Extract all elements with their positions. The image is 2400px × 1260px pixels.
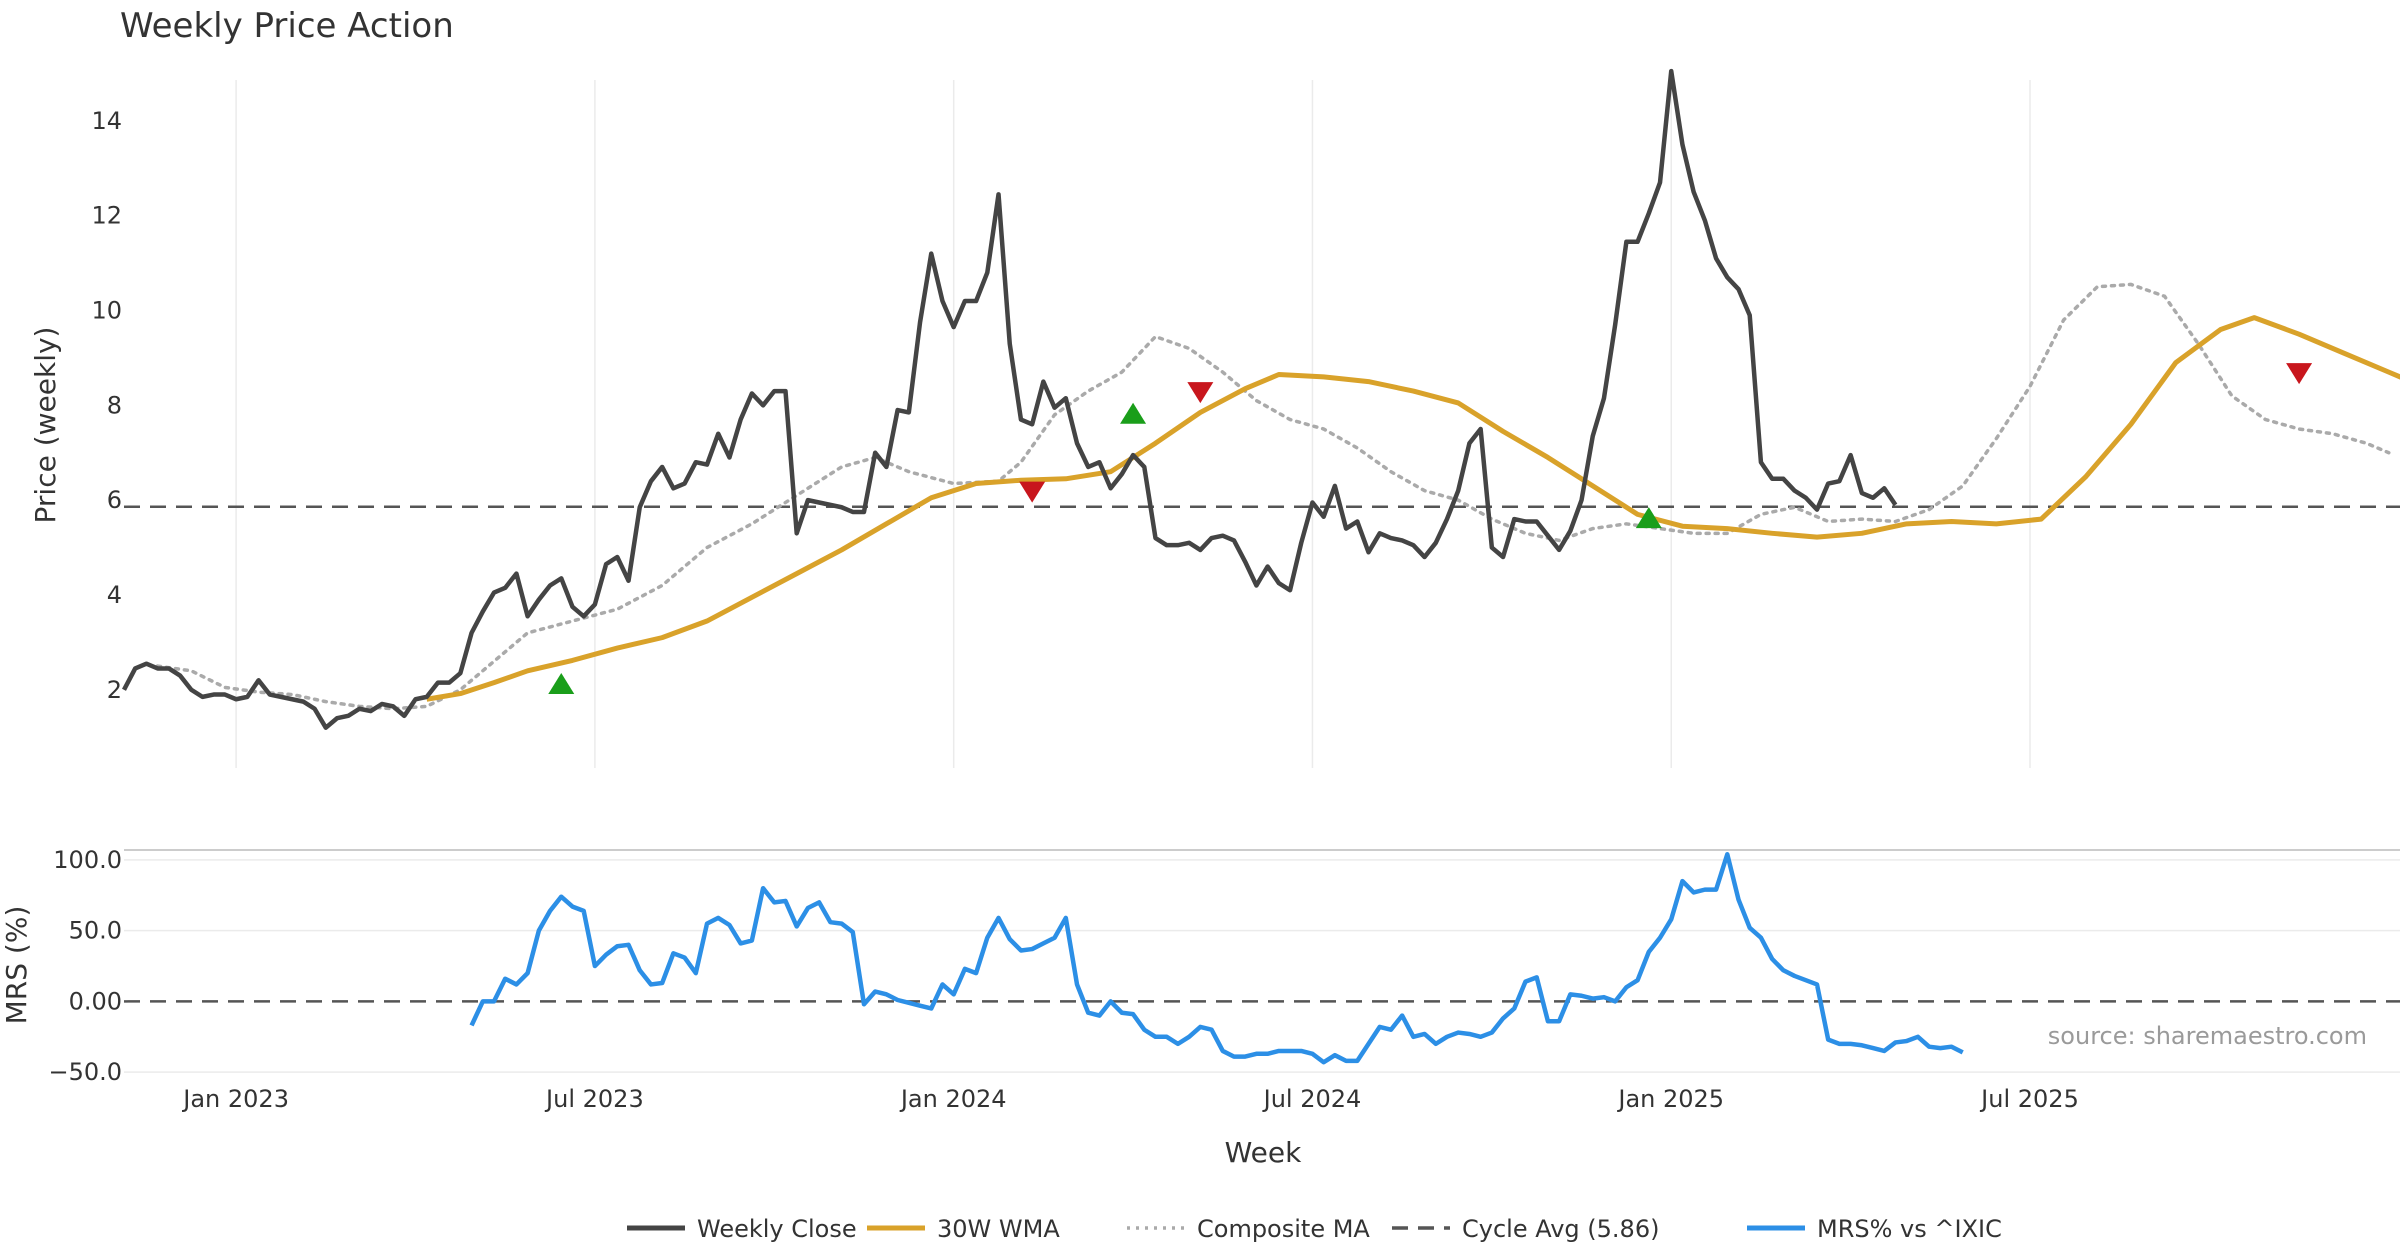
- sell-signal-1: [1187, 382, 1214, 404]
- wma-30w-line: [426, 315, 2400, 702]
- mrs-y-tick-1: 50.0: [69, 917, 122, 945]
- buy-signal-1: [1120, 402, 1147, 424]
- mrs-y-tick-2: 0.00: [69, 987, 122, 1015]
- legend-label-1: 30W WMA: [937, 1215, 1060, 1243]
- source-note: source: sharemaestro.com: [2048, 1022, 2367, 1050]
- grid-layer: [124, 80, 2400, 1073]
- x-tick-label-5: Jul 2025: [1979, 1085, 2079, 1113]
- x-tick-label-2: Jan 2024: [899, 1085, 1007, 1113]
- price-y-tick-2: 6: [107, 486, 122, 514]
- mrs-axis-label: MRS (%): [0, 906, 33, 1025]
- legend-label-3: Cycle Avg (5.86): [1462, 1215, 1659, 1243]
- legend-label-0: Weekly Close: [697, 1215, 857, 1243]
- mrs-line: [469, 851, 1964, 1065]
- x-axis-label: Week: [1225, 1136, 1302, 1169]
- legend: Weekly Close 30W WMA Composite MA Cycle Avg…: [627, 1215, 2002, 1243]
- buy-signal-0: [548, 673, 575, 695]
- legend-label-2: Composite MA: [1197, 1215, 1370, 1243]
- price-axis-label: Price (weekly): [29, 327, 62, 524]
- price-series-layer: [122, 68, 2400, 730]
- composite-ma-line: [155, 282, 2391, 711]
- buy-signal-2: [1635, 507, 1662, 529]
- sell-signal-0: [1019, 481, 1046, 503]
- mrs-y-tick-3: −50.0: [48, 1058, 122, 1086]
- x-tick-label-3: Jul 2024: [1262, 1085, 1362, 1113]
- x-tick-label-1: Jul 2023: [544, 1085, 644, 1113]
- price-y-tick-1: 4: [107, 581, 122, 609]
- axes-layer: Jan 2023 Jul 2023 Jan 2024 Jul 2024 Jan 2025…: [48, 107, 2078, 1113]
- x-tick-label-4: Jan 2025: [1616, 1085, 1724, 1113]
- price-y-tick-0: 2: [107, 676, 122, 704]
- chart-title: Weekly Price Action: [120, 6, 454, 46]
- price-y-tick-5: 12: [91, 202, 122, 230]
- price-y-tick-6: 14: [91, 107, 122, 135]
- signal-markers-layer: [548, 363, 2313, 695]
- legend-label-4: MRS% vs ^IXIC: [1817, 1215, 2002, 1243]
- x-tick-label-0: Jan 2023: [181, 1085, 289, 1113]
- price-y-tick-4: 10: [91, 296, 122, 324]
- mrs-series-layer: [124, 851, 2400, 1065]
- price-y-tick-3: 8: [107, 391, 122, 419]
- sell-signal-2: [2286, 363, 2313, 385]
- mrs-y-tick-0: 100.0: [53, 846, 122, 874]
- weekly-close-line: [122, 68, 1898, 730]
